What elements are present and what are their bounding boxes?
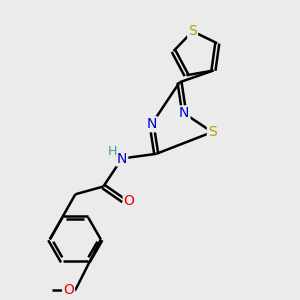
Text: N: N <box>146 117 157 131</box>
Text: O: O <box>124 194 135 208</box>
Text: N: N <box>179 106 189 120</box>
Text: O: O <box>63 283 74 297</box>
Text: H: H <box>107 145 117 158</box>
Text: S: S <box>208 125 217 139</box>
Text: N: N <box>117 152 127 166</box>
Text: S: S <box>188 24 197 38</box>
